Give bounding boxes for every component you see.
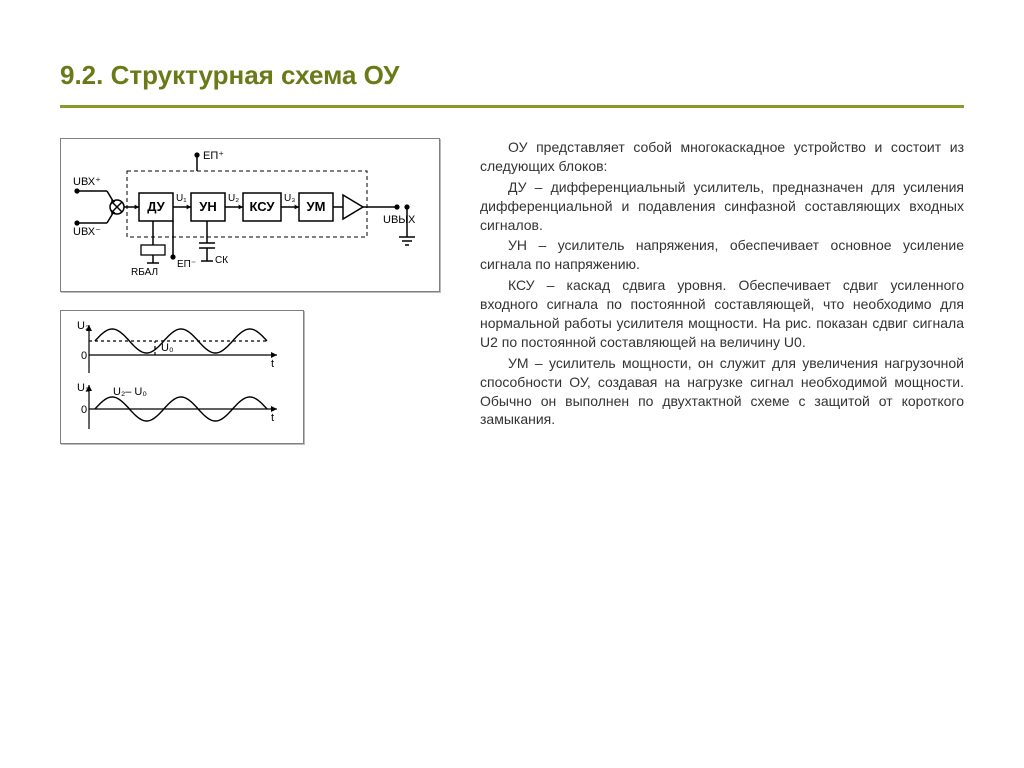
svg-text:U₃: U₃ <box>284 193 295 204</box>
svg-text:УМ: УМ <box>307 199 326 214</box>
svg-text:UВЫХ: UВЫХ <box>383 214 416 226</box>
block-diagram: EП⁺ ДУ УН КСУ УМ UВХ⁺ UВХ⁻ U₁ U₂ U₃ UВЫХ RБАЛ EП⁻ CК <box>67 145 427 285</box>
svg-text:U₂– U₀: U₂– U₀ <box>113 386 147 398</box>
paragraph: ДУ – дифференциальный усилитель, предназ… <box>480 178 964 235</box>
svg-text:RБАЛ: RБАЛ <box>131 267 158 278</box>
svg-text:EП⁺: EП⁺ <box>203 150 224 162</box>
svg-text:0: 0 <box>81 404 87 416</box>
description-text: ОУ представляет собой многокаскадное уст… <box>480 138 964 462</box>
svg-text:U₂: U₂ <box>228 193 239 204</box>
svg-text:КСУ: КСУ <box>249 199 275 214</box>
svg-text:UВХ⁺: UВХ⁺ <box>73 176 101 188</box>
svg-text:ДУ: ДУ <box>147 199 165 214</box>
slide: 9.2. Структурная схема ОУ EП⁺ ДУ УН КСУ УМ UВ… <box>0 0 1024 768</box>
svg-text:t: t <box>271 412 274 424</box>
svg-text:UВХ⁻: UВХ⁻ <box>73 226 101 238</box>
svg-text:EП⁻: EП⁻ <box>177 259 196 270</box>
wave-diagram-card: U₂ t 0 U₀ U₃ t 0 U₂– U₀ <box>60 310 304 444</box>
svg-text:УН: УН <box>199 199 216 214</box>
content-row: EП⁺ДУУНКСУУМUВХ⁺UВХ⁻U₁U₂U₃UВЫХRБАЛEП⁻CК … <box>60 138 964 462</box>
wave-diagram: U₂ t 0 U₀ U₃ t 0 U₂– U₀ <box>67 317 287 437</box>
paragraph: ОУ представляет собой многокаскадное уст… <box>480 138 964 176</box>
svg-text:U₁: U₁ <box>176 193 187 204</box>
title-rule <box>60 105 964 108</box>
paragraph: УН – усилитель напряжения, обеспечивает … <box>480 236 964 274</box>
svg-text:U₂: U₂ <box>77 320 89 332</box>
diagrams-column: EП⁺ДУУНКСУУМUВХ⁺UВХ⁻U₁U₂U₃UВЫХRБАЛEП⁻CК … <box>60 138 440 462</box>
svg-text:t: t <box>271 358 274 370</box>
svg-text:CК: CК <box>215 255 228 266</box>
paragraph: КСУ – каскад сдвига уровня. Обеспечивает… <box>480 276 964 352</box>
block-diagram-card: EП⁺ ДУ УН КСУ УМ UВХ⁺ UВХ⁻ U₁ U₂ U₃ UВЫХ RБАЛ EП⁻ CК <box>60 138 440 292</box>
svg-text:U₀: U₀ <box>161 342 174 354</box>
svg-text:U₃: U₃ <box>77 382 89 394</box>
svg-text:0: 0 <box>81 350 87 362</box>
paragraph: УМ – усилитель мощности, он служит для у… <box>480 354 964 430</box>
slide-title: 9.2. Структурная схема ОУ <box>60 60 964 91</box>
